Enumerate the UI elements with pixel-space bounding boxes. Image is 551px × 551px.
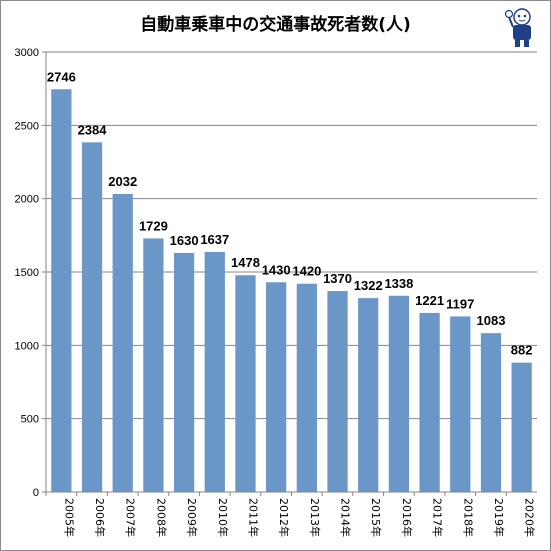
- bar: [143, 238, 164, 492]
- x-tick-label: 2019年: [492, 498, 506, 537]
- data-label: 1197: [446, 296, 474, 311]
- x-tick-label: 2020年: [523, 498, 537, 537]
- x-axis-labels: 2005年 2006年 2007年 2008年 2009年 2010年 2011年 2012年…: [45, 492, 537, 537]
- bar: [358, 298, 379, 492]
- bar: [112, 193, 133, 492]
- x-tick-label: 2018年: [461, 498, 475, 537]
- y-tick-label: 500: [21, 414, 39, 426]
- bar: [235, 275, 256, 492]
- data-label: 1420: [292, 264, 321, 279]
- bar: [51, 89, 72, 493]
- bar: [450, 316, 471, 492]
- y-tick-label: 1000: [15, 340, 39, 352]
- mascot-character-icon: [504, 8, 531, 47]
- x-tick-label: 2006年: [93, 498, 107, 537]
- x-tick-label: 2010年: [216, 498, 230, 537]
- bar: [388, 295, 410, 492]
- x-tick-label: 2009年: [185, 498, 199, 537]
- y-tick-label: 0: [33, 487, 39, 499]
- x-tick-label: 2014年: [339, 498, 353, 537]
- bar: [480, 333, 502, 492]
- x-tick-label: 2008年: [154, 498, 168, 537]
- data-label: 1221: [415, 293, 444, 308]
- x-tick-label: 2005年: [62, 498, 76, 537]
- data-label: 1370: [323, 271, 352, 286]
- bar: [81, 142, 103, 492]
- bar: [266, 282, 287, 492]
- data-label: 1637: [200, 232, 229, 247]
- chart-title: 自動車乗車中の交通事故死者数(人): [140, 15, 411, 35]
- bar: [419, 312, 440, 492]
- x-tick-label: 2017年: [431, 498, 445, 537]
- data-label: 1338: [384, 276, 413, 291]
- data-label: 1630: [170, 233, 199, 248]
- x-tick-label: 2016年: [400, 498, 414, 537]
- bar: [296, 283, 317, 492]
- bar: [204, 251, 225, 492]
- y-tick-label: 2500: [15, 120, 39, 132]
- data-label: 1322: [354, 278, 383, 293]
- data-label: 2032: [108, 174, 137, 189]
- x-tick-label: 2007年: [124, 498, 138, 537]
- data-label: 2746: [47, 69, 76, 84]
- bar: [511, 362, 532, 492]
- y-tick-label: 3000: [15, 47, 39, 59]
- data-label: 882: [511, 343, 533, 358]
- y-tick-label: 2000: [15, 194, 39, 206]
- data-label: 1430: [262, 262, 291, 277]
- data-label: 1478: [231, 255, 260, 270]
- bars: [51, 89, 532, 493]
- x-tick-label: 2013年: [308, 498, 322, 537]
- y-axis-ticks: 0 500 1000 1500 2000 2500 3000: [15, 47, 46, 499]
- x-tick-label: 2012年: [277, 498, 291, 537]
- data-label: 2384: [78, 122, 108, 137]
- y-tick-label: 1500: [15, 267, 39, 279]
- data-label: 1729: [139, 218, 168, 233]
- bar: [173, 252, 195, 492]
- x-tick-label: 2015年: [369, 498, 383, 537]
- data-label: 1083: [477, 313, 506, 328]
- bar: [327, 291, 348, 492]
- x-tick-label: 2011年: [246, 498, 260, 537]
